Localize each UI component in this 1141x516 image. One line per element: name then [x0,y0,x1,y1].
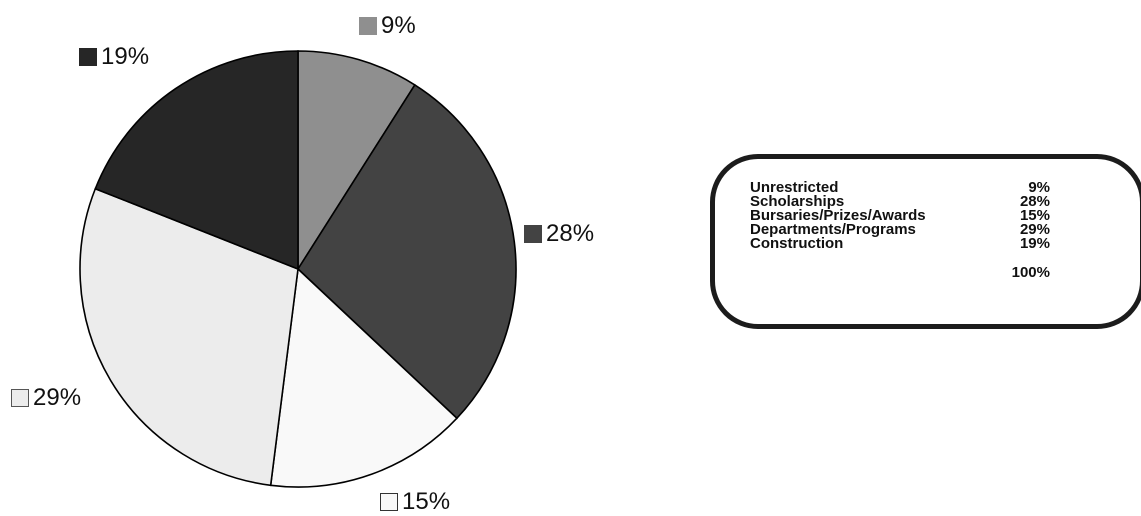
legend-row-scholarships: Scholarships 28% [750,193,1050,210]
slice-label-unrestricted: 9% [359,14,416,38]
legend-value: 19% [1019,235,1050,252]
legend-name: Unrestricted [750,179,839,196]
legend-swatch [359,17,377,35]
slice-percent-label: 19% [101,43,150,70]
slice-percent-label: 28% [546,220,595,247]
legend-name: Scholarships [750,193,845,210]
legend-value: 9% [1028,179,1050,196]
legend-row-departments: Departments/Programs 29% [750,221,1050,238]
legend-name: Construction [750,235,844,252]
slice-label-construction: 19% [79,45,149,69]
legend-name: Departments/Programs [750,221,916,238]
pie-slice-departments-programs [79,187,299,487]
legend-total-row: 100% [750,251,1050,280]
legend-name: Bursaries/Prizes/Awards [750,207,926,224]
pie-chart [79,50,517,488]
pie-slice-scholarships [296,83,517,420]
legend-swatch [524,225,542,243]
pie-slice-construction [94,50,299,271]
legend-value: 29% [1019,221,1050,238]
slice-percent-label: 29% [33,384,82,411]
legend-row-construction: Construction 19% [750,235,1050,252]
legend-value: 28% [1019,193,1050,210]
slice-label-scholarships: 28% [524,222,594,246]
legend-value: 15% [1019,207,1050,224]
legend-total: 100% [1011,264,1050,281]
legend-table: Unrestricted 9% Scholarships 28% Bursari… [750,179,1050,280]
legend-swatch [11,389,29,407]
slice-label-bursaries-prizes-awards: 15% [380,490,450,514]
pie-slice-bursaries-prizes-awards [269,267,459,488]
legend-swatch [79,48,97,66]
legend-row-unrestricted: Unrestricted 9% [750,179,1050,196]
pie-slices [79,50,517,488]
slice-percent-label: 9% [381,12,416,39]
legend-swatch [380,493,398,511]
slice-percent-label: 15% [402,488,451,515]
slice-label-departments-programs: 29% [11,386,81,410]
pie-slice-unrestricted [297,50,416,272]
legend-row-bursaries: Bursaries/Prizes/Awards 15% [750,207,1050,224]
legend-total-spacer [750,251,996,280]
legend-box: Unrestricted 9% Scholarships 28% Bursari… [710,154,1141,329]
